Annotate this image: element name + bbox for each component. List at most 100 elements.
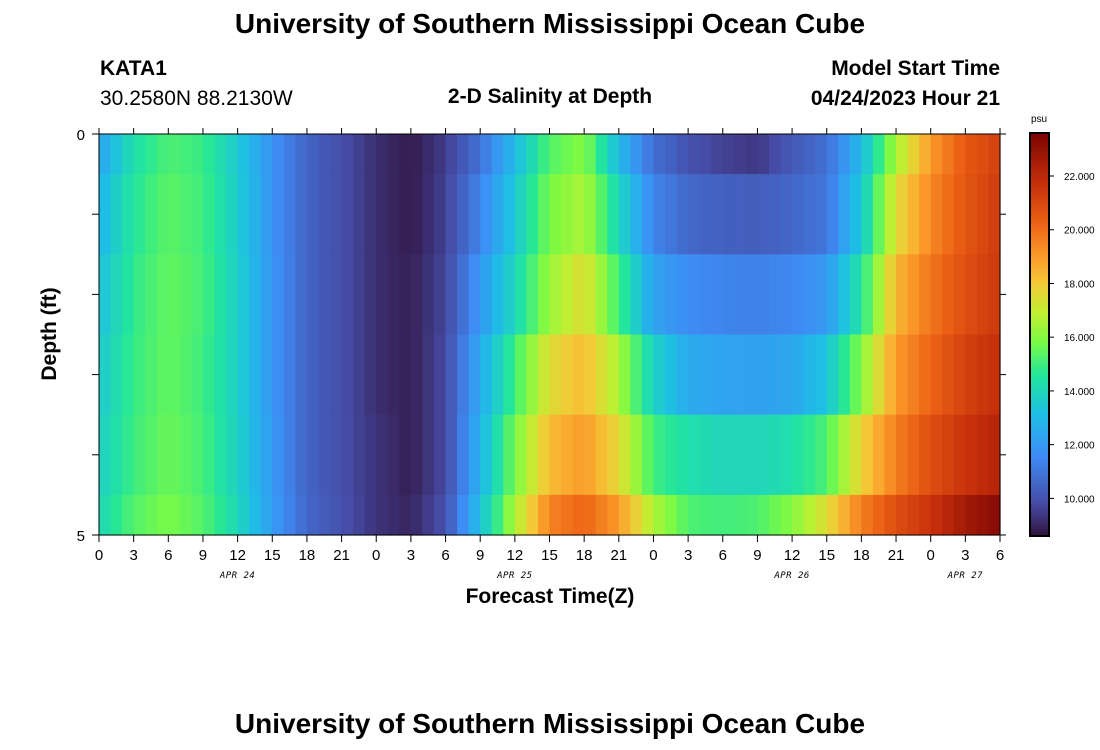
colorbar-segment	[1030, 183, 1049, 188]
heatmap-cell	[514, 494, 527, 536]
heatmap-cell	[641, 174, 655, 255]
heatmap-cell	[734, 494, 747, 536]
heatmap-cell	[353, 134, 366, 175]
colorbar-segment	[1030, 441, 1049, 446]
colorbar-segment	[1030, 452, 1049, 456]
heatmap-cell	[584, 254, 597, 336]
heatmap-cell	[584, 414, 597, 496]
x-tick-label: 12	[229, 547, 246, 564]
x-tick-label: 0	[95, 547, 103, 564]
heatmap-cell	[156, 174, 169, 255]
colorbar-segment	[1030, 415, 1049, 420]
heatmap-cell	[976, 254, 990, 336]
heatmap-cell	[433, 254, 447, 336]
heatmap-cell	[468, 334, 481, 416]
heatmap-cell	[676, 174, 689, 255]
heatmap-cell	[838, 174, 851, 255]
colorbar-segment	[1030, 149, 1049, 154]
heatmap-cell	[930, 254, 943, 336]
heatmap-cell	[722, 494, 735, 536]
heatmap-cell	[757, 134, 770, 175]
heatmap-cell	[260, 414, 273, 496]
heatmap-cell	[618, 494, 631, 536]
colorbar-segment	[1030, 257, 1049, 262]
colorbar-segment	[1030, 304, 1049, 309]
heatmap-cell	[965, 414, 978, 496]
heatmap-cell	[965, 494, 978, 536]
x-tick-label: 9	[753, 547, 761, 564]
heatmap-cell	[249, 494, 262, 536]
heatmap-cell	[907, 174, 920, 255]
colorbar-segment	[1030, 280, 1049, 285]
heatmap-cell	[480, 334, 493, 416]
heatmap-cell	[630, 134, 643, 175]
heatmap-cell	[226, 254, 239, 336]
heatmap-cell	[237, 254, 250, 336]
heatmap-cell	[468, 494, 481, 536]
colorbar-tick-label: 12.000	[1064, 441, 1095, 452]
heatmap-cell	[330, 494, 343, 536]
colorbar-segment	[1030, 337, 1049, 342]
heatmap-cell	[572, 174, 585, 255]
heatmap-cell	[99, 414, 112, 496]
colorbar-segment	[1030, 341, 1049, 346]
colorbar-segment	[1030, 492, 1049, 497]
heatmap-cell	[572, 134, 585, 175]
colorbar-segment	[1030, 284, 1049, 289]
heatmap-cell	[630, 414, 643, 496]
heatmap-cell	[930, 134, 943, 175]
heatmap-cell	[387, 414, 400, 496]
heatmap-cell	[399, 174, 412, 255]
heatmap-cell	[214, 254, 227, 336]
heatmap-cell	[826, 254, 839, 336]
heatmap-cell	[919, 414, 932, 496]
heatmap-cell	[514, 414, 527, 496]
heatmap-cell	[665, 134, 678, 175]
heatmap-cell	[861, 414, 874, 496]
heatmap-cell	[815, 174, 828, 255]
heatmap-cell	[457, 494, 470, 536]
heatmap-cell	[780, 334, 793, 416]
heatmap-cell	[249, 414, 262, 496]
heatmap-cell	[572, 494, 585, 536]
heatmap-cell	[976, 494, 990, 536]
heatmap-cell	[768, 254, 782, 336]
heatmap-cell	[676, 414, 689, 496]
colorbar-segment	[1030, 146, 1049, 151]
heatmap-cell	[514, 174, 527, 255]
colorbar-segment	[1030, 267, 1049, 272]
colorbar-segment	[1030, 391, 1049, 396]
heatmap-cell	[503, 334, 516, 416]
heatmap-cell	[156, 414, 169, 496]
heatmap-cell	[364, 134, 377, 175]
heatmap-cell	[353, 494, 366, 536]
heatmap-cell	[549, 254, 562, 336]
colorbar-segment	[1030, 445, 1049, 450]
heatmap-cell	[202, 414, 216, 496]
colorbar-segment	[1030, 250, 1049, 255]
heatmap-cell	[122, 254, 135, 336]
station-coords: 30.2580N 88.2130W	[100, 87, 293, 110]
heatmap-cell	[607, 414, 620, 496]
colorbar-segment	[1030, 233, 1049, 238]
heatmap-cell	[445, 254, 458, 336]
heatmap-cell	[676, 254, 689, 336]
heatmap-cell	[318, 494, 331, 536]
heatmap-cell	[110, 134, 123, 175]
heatmap-cell	[110, 414, 123, 496]
heatmap-cell	[318, 334, 331, 416]
heatmap-cell	[942, 174, 955, 255]
heatmap-cell	[283, 334, 296, 416]
heatmap-cell	[353, 174, 366, 255]
colorbar-segment	[1030, 398, 1049, 403]
heatmap-cell	[272, 174, 285, 255]
heatmap-cell	[618, 334, 631, 416]
heatmap-cell	[353, 254, 366, 336]
x-tick-label: 6	[164, 547, 172, 564]
heatmap-cell	[341, 334, 354, 416]
heatmap-cell	[884, 254, 897, 336]
heatmap-cell	[815, 254, 828, 336]
colorbar-segment	[1030, 190, 1049, 195]
heatmap-cell	[688, 134, 701, 175]
colorbar-segment	[1030, 381, 1049, 386]
